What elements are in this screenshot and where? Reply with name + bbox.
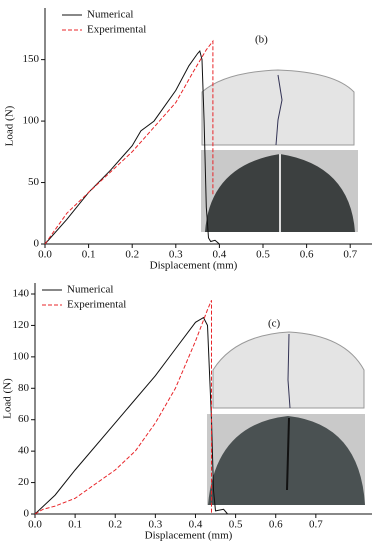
y-tick-label: 100 <box>23 115 40 127</box>
x-tick-label: 0.3 <box>169 249 183 261</box>
legend-label: Experimental <box>67 299 126 311</box>
x-tick-label: 0.4 <box>213 249 227 261</box>
legend-label: Numerical <box>67 284 113 296</box>
crack <box>287 333 291 409</box>
y-tick-label: 20 <box>18 476 30 488</box>
y-tick-label: 50 <box>28 176 40 188</box>
x-tick-label: 0.0 <box>28 519 42 531</box>
y-tick-label: 60 <box>18 413 30 425</box>
x-tick-label: 0.7 <box>309 519 323 531</box>
x-tick-label: 0.7 <box>343 249 357 261</box>
inset-b <box>201 69 358 232</box>
crack <box>275 74 283 146</box>
simulation-image <box>201 69 355 146</box>
legend-label: Experimental <box>87 24 146 36</box>
y-tick-label: 40 <box>18 445 30 457</box>
specimen-photo <box>208 416 365 505</box>
y-axis-label: Load (N) <box>2 378 14 419</box>
panel-label: (b) <box>255 34 268 46</box>
series-line <box>34 300 212 515</box>
x-tick-label: 0.6 <box>300 249 314 261</box>
panel-label: (c) <box>268 318 281 330</box>
x-axis-label: Displacement (mm) <box>145 530 233 542</box>
y-tick-label: 140 <box>13 288 30 300</box>
legend-label: Numerical <box>87 9 133 21</box>
x-tick-label: 0.1 <box>68 519 82 531</box>
x-tick-label: 0.6 <box>269 519 283 531</box>
x-tick-label: 0.3 <box>148 519 162 531</box>
series-line <box>44 49 220 245</box>
y-tick-label: 80 <box>18 382 30 394</box>
y-axis-label: Load (N) <box>4 105 16 146</box>
y-tick-label: 100 <box>13 350 30 362</box>
series-line <box>44 39 214 245</box>
x-tick-label: 0.2 <box>125 249 139 261</box>
crack <box>286 417 290 491</box>
x-tick-label: 0.0 <box>38 249 52 261</box>
series-line <box>34 316 228 515</box>
y-tick-label: 120 <box>13 319 30 331</box>
x-tick-label: 0.5 <box>256 249 270 261</box>
y-tick-label: 0 <box>24 508 30 520</box>
x-axis-label: Displacement (mm) <box>150 260 238 272</box>
x-tick-label: 0.2 <box>108 519 122 531</box>
x-tick-label: 0.1 <box>82 249 96 261</box>
x-tick-label: 0.5 <box>229 519 243 531</box>
y-tick-label: 0 <box>34 238 40 250</box>
x-tick-label: 0.4 <box>189 519 203 531</box>
y-tick-label: 150 <box>23 53 40 65</box>
inset-c <box>207 331 365 505</box>
